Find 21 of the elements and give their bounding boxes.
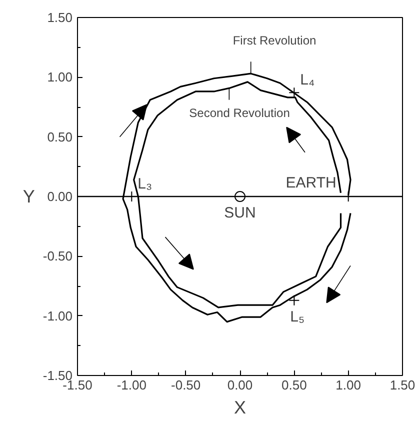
annotation: First Revolution <box>232 34 316 48</box>
y-tick-label: -1.00 <box>42 308 73 324</box>
annotation: SUN <box>224 204 256 222</box>
x-tick-label: 1.50 <box>390 378 416 392</box>
y-tick-label: 0.50 <box>47 129 73 144</box>
annotation: L₅ <box>290 308 305 326</box>
x-tick-label: -0.50 <box>171 378 201 392</box>
y-tick-label: 0.00 <box>47 189 73 204</box>
x-axis-title: X <box>234 398 246 418</box>
annotation: EARTH <box>286 174 336 192</box>
x-tick-label: -1.00 <box>116 378 146 392</box>
x-tick-label: 0.00 <box>227 378 253 392</box>
annotation: L₃ <box>138 176 152 192</box>
y-tick-label: 1.00 <box>47 70 73 85</box>
annotation: Second Revolution <box>189 106 290 120</box>
y-axis-title: Y <box>22 186 35 206</box>
x-tick-label: 0.50 <box>282 378 307 392</box>
annotation: L₄ <box>300 72 315 89</box>
y-tick-label: -0.50 <box>42 248 73 264</box>
x-tick-label: 1.00 <box>336 378 361 392</box>
y-tick-label: 1.50 <box>47 10 73 25</box>
